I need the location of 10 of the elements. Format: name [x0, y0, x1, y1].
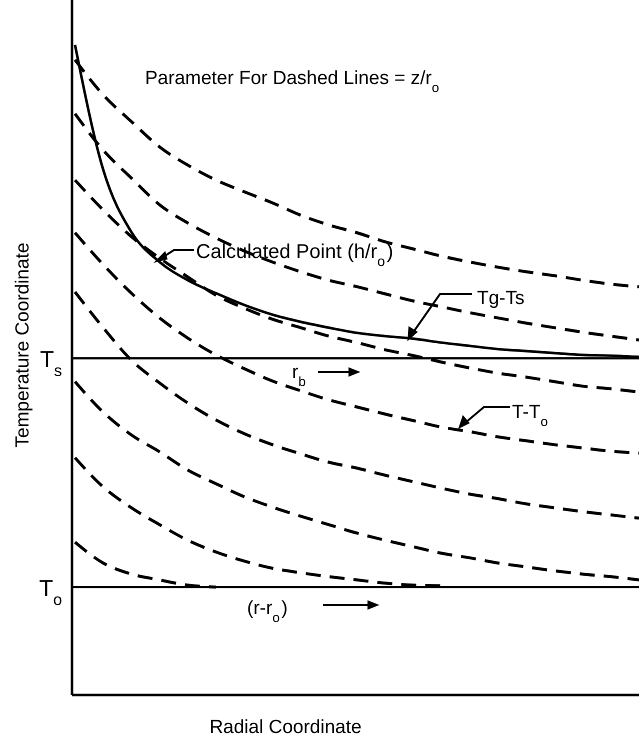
annotation: T-T$_{o}$ [512, 402, 548, 428]
ref-line-label: T$_{s}$ [40, 346, 62, 380]
y-axis-title: Temperature Coordinate [12, 242, 34, 448]
annotation: Calculated Point (h/r$_{o}$) [196, 241, 394, 269]
annotation: Tg-Ts [477, 288, 524, 309]
ref-line-label: T$_{o}$ [39, 575, 62, 610]
annotation: Parameter For Dashed Lines = z/r$_{o}$ [145, 68, 440, 94]
x-axis-title: Radial Coordinate [209, 717, 362, 737]
annotation: r$_{b}$ [292, 362, 306, 388]
annotation: (r-r$_{o}$) [247, 598, 288, 624]
